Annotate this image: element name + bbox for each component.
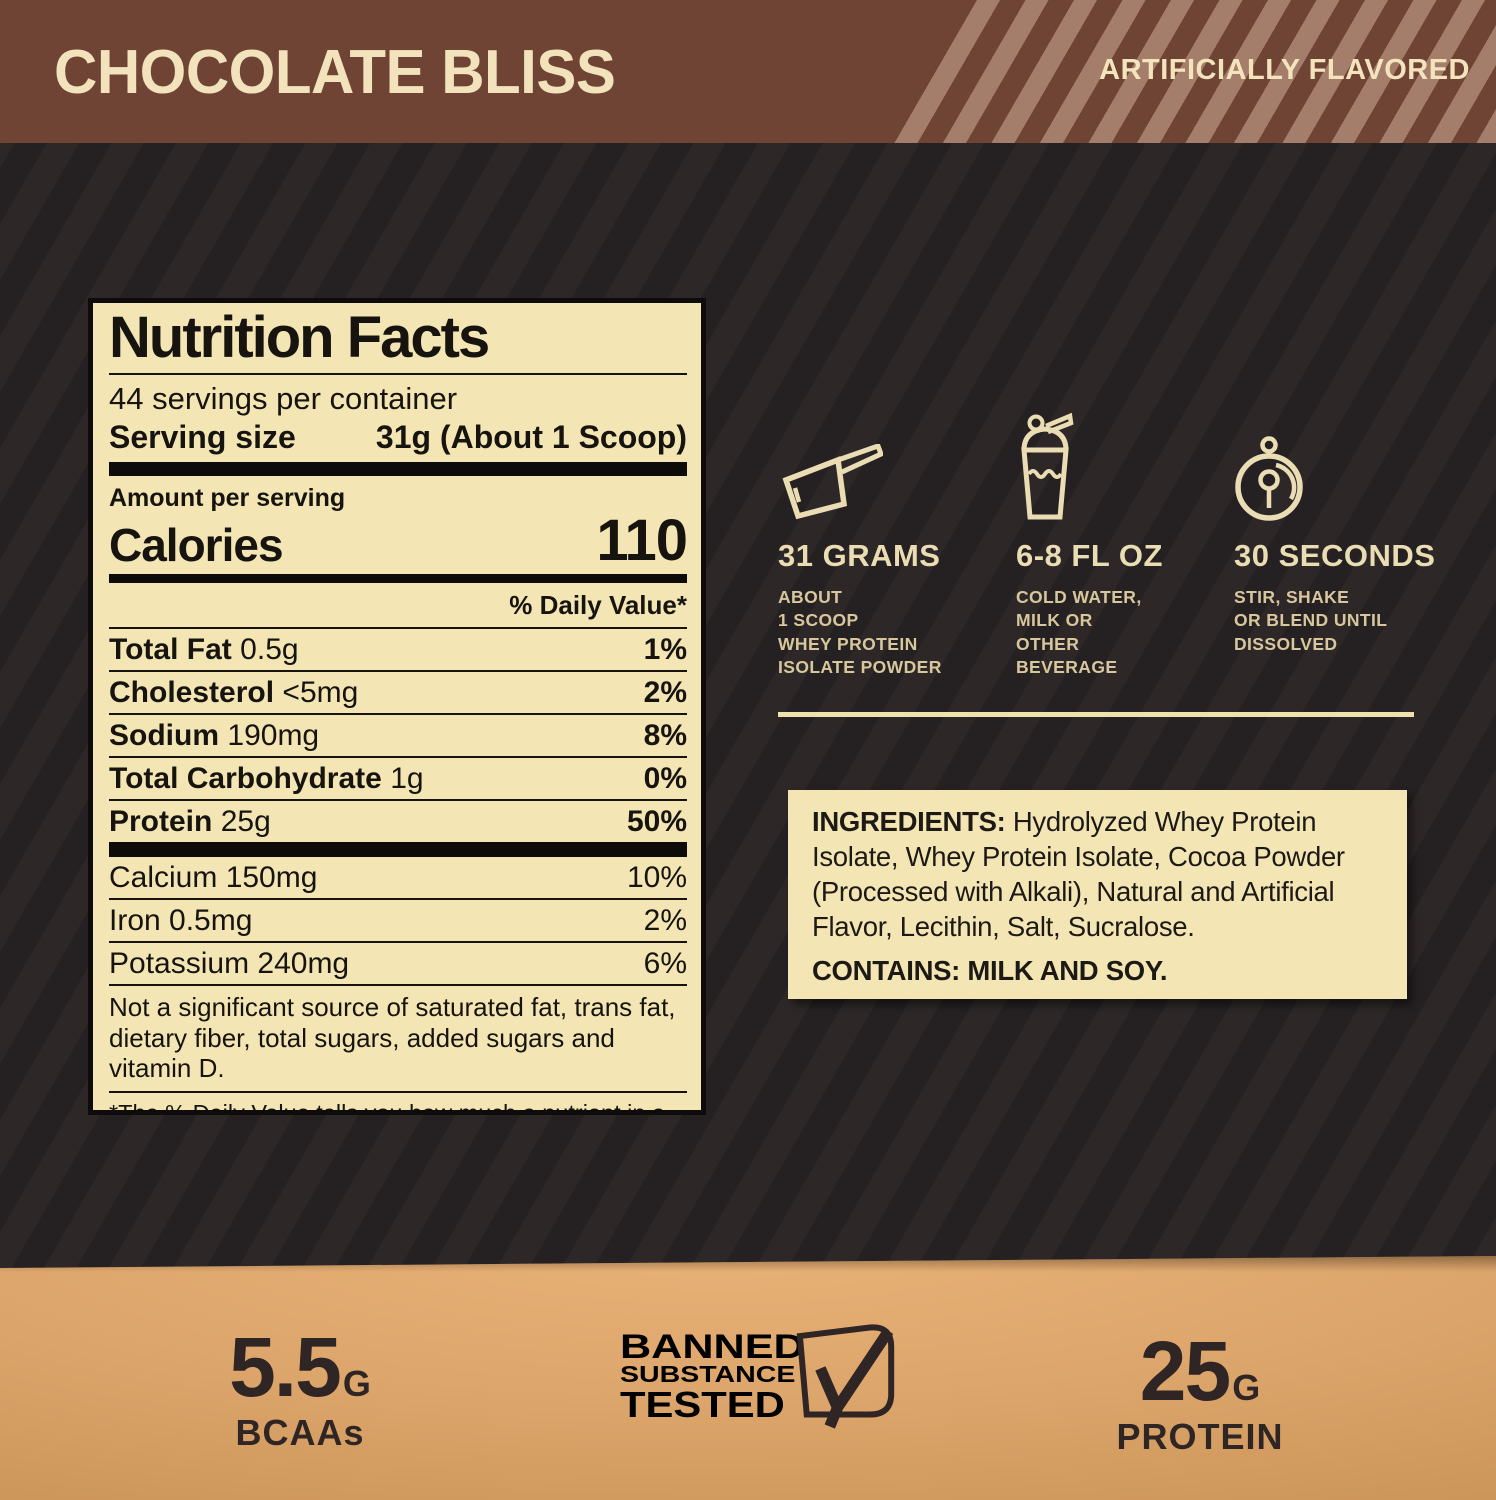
nutrient-dv: 0% (643, 762, 687, 796)
servings-per-container: 44 servings per container (109, 381, 458, 416)
protein-value: 25G (1139, 1324, 1261, 1418)
rule (109, 373, 687, 375)
bcaas-stat: 5.5G BCAAs (212, 1320, 388, 1454)
scoop-icon (778, 408, 993, 522)
nutrient-amount: 25g (220, 805, 271, 839)
protein-label: PROTEIN (1116, 1415, 1284, 1457)
shaker-icon (1016, 408, 1231, 522)
artificially-flavored-note: ARTIFICIALLY FLAVORED (1099, 54, 1470, 86)
nutrient-name: Cholesterol (109, 676, 275, 710)
nutrition-facts-title: Nutrition Facts (109, 305, 490, 370)
serving-size-value: 31g (About 1 Scoop) (375, 418, 687, 455)
nutrient-row-protein: Protein 25g 50% (109, 801, 687, 842)
mineral-name: Iron 0.5mg (109, 904, 253, 938)
daily-value-footnote: *The % Daily Value tells you how much a … (109, 1100, 666, 1115)
diagonal-stripes-decor (886, 0, 1496, 143)
banned-substance-tested-text: BANNED SUBSTANCE TESTED (620, 1328, 805, 1425)
direction-heading: 31 GRAMS (778, 538, 941, 573)
mineral-row-iron: Iron 0.5mg 2% (109, 900, 687, 944)
horizontal-divider (778, 712, 1414, 717)
nutrient-row-cholesterol: Cholesterol <5mg 2% (109, 672, 687, 716)
nutrient-name: Protein (109, 805, 213, 839)
nutrient-dv: 1% (643, 633, 687, 667)
nutrition-facts-panel: Nutrition Facts 44 servings per containe… (88, 298, 706, 1115)
direction-heading: 6-8 FL OZ (1016, 538, 1163, 573)
ingredients-line: Flavor, Lecithin, Salt, Sucralose. (812, 911, 1195, 942)
mineral-dv: 10% (626, 861, 687, 895)
mineral-dv: 6% (643, 947, 687, 981)
gold-footer-band: 5.5G BCAAs 25G PROTEIN (0, 1256, 1496, 1500)
thick-divider (109, 842, 687, 858)
nutrient-dv: 50% (626, 805, 687, 839)
direction-detail: COLD WATER, MILK OR OTHER BEVERAGE (1016, 587, 1142, 678)
contains-note: CONTAINS: MILK AND SOY. (812, 955, 1168, 986)
nutrient-name: Total Carbohydrate (109, 762, 382, 796)
direction-detail: ABOUT 1 SCOOP WHEY PROTEIN ISOLATE POWDE… (778, 587, 942, 678)
ingredients-line: INGREDIENTS: Hydrolyzed Whey Protein (812, 806, 1317, 837)
bcaas-unit: G (342, 1363, 371, 1404)
nutrient-dv: 8% (643, 719, 687, 753)
nutrient-amount: 190mg (227, 719, 320, 753)
protein-unit: G (1232, 1367, 1261, 1408)
calories-value: 110 (596, 507, 688, 573)
nutrient-amount: <5mg (282, 676, 359, 710)
amount-per-serving-label: Amount per serving (109, 484, 346, 513)
calories-row: Calories 110 (109, 507, 688, 573)
ingredients-prefix: INGREDIENTS: (812, 806, 1006, 837)
daily-value-header: % Daily Value* (109, 590, 687, 630)
bcaas-label: BCAAs (235, 1411, 365, 1453)
mineral-dv: 2% (643, 904, 687, 938)
banned-substance-tested-logo: BANNED SUBSTANCE TESTED (620, 1324, 920, 1450)
nutrient-name: Sodium (109, 719, 219, 753)
flavor-header: CHOCOLATE BLISS ARTIFICIALLY FLAVORED (0, 0, 1496, 143)
ingredients-box: INGREDIENTS: Hydrolyzed Whey Protein Iso… (788, 790, 1407, 999)
not-significant-note: Not a significant source of saturated fa… (109, 986, 687, 1094)
nutrient-row-sodium: Sodium 190mg 8% (109, 715, 687, 759)
direction-step-timer: 30 SECONDS STIR, SHAKE OR BLEND UNTIL DI… (1234, 408, 1449, 656)
nutrient-row-total-fat: Total Fat 0.5g 1% (109, 629, 687, 673)
serving-size-row: Serving size 31g (About 1 Scoop) (109, 419, 687, 456)
flavor-name: CHOCOLATE BLISS (54, 37, 616, 107)
nutrient-name: Total Fat (109, 633, 232, 667)
direction-step-shaker: 6-8 FL OZ COLD WATER, MILK OR OTHER BEVE… (1016, 408, 1231, 680)
calories-label: Calories (109, 519, 284, 572)
nutrient-amount: 0.5g (240, 633, 299, 667)
bcaas-value: 5.5G (229, 1320, 371, 1414)
medium-divider (109, 574, 687, 584)
mineral-name: Potassium 240mg (109, 947, 350, 981)
nutrient-row-carbohydrate: Total Carbohydrate 1g 0% (109, 758, 687, 802)
nutrient-amount: 1g (390, 762, 424, 796)
ingredients-line: (Processed with Alkali), Natural and Art… (812, 876, 1335, 907)
checkmark-badge-icon (776, 1324, 904, 1435)
nutrient-dv: 2% (643, 676, 687, 710)
timer-icon (1234, 408, 1449, 522)
mineral-row-potassium: Potassium 240mg 6% (109, 943, 687, 987)
thick-divider (109, 462, 687, 477)
serving-size-label: Serving size (109, 418, 296, 455)
protein-stat: 25G PROTEIN (1112, 1324, 1288, 1458)
direction-step-scoop: 31 GRAMS ABOUT 1 SCOOP WHEY PROTEIN ISOL… (778, 408, 993, 680)
mineral-row-calcium: Calcium 150mg 10% (109, 857, 687, 901)
direction-heading: 30 SECONDS (1234, 538, 1436, 573)
mineral-name: Calcium 150mg (109, 861, 318, 895)
ingredients-line: Isolate, Whey Protein Isolate, Cocoa Pow… (812, 841, 1345, 872)
direction-detail: STIR, SHAKE OR BLEND UNTIL DISSOLVED (1234, 587, 1388, 654)
